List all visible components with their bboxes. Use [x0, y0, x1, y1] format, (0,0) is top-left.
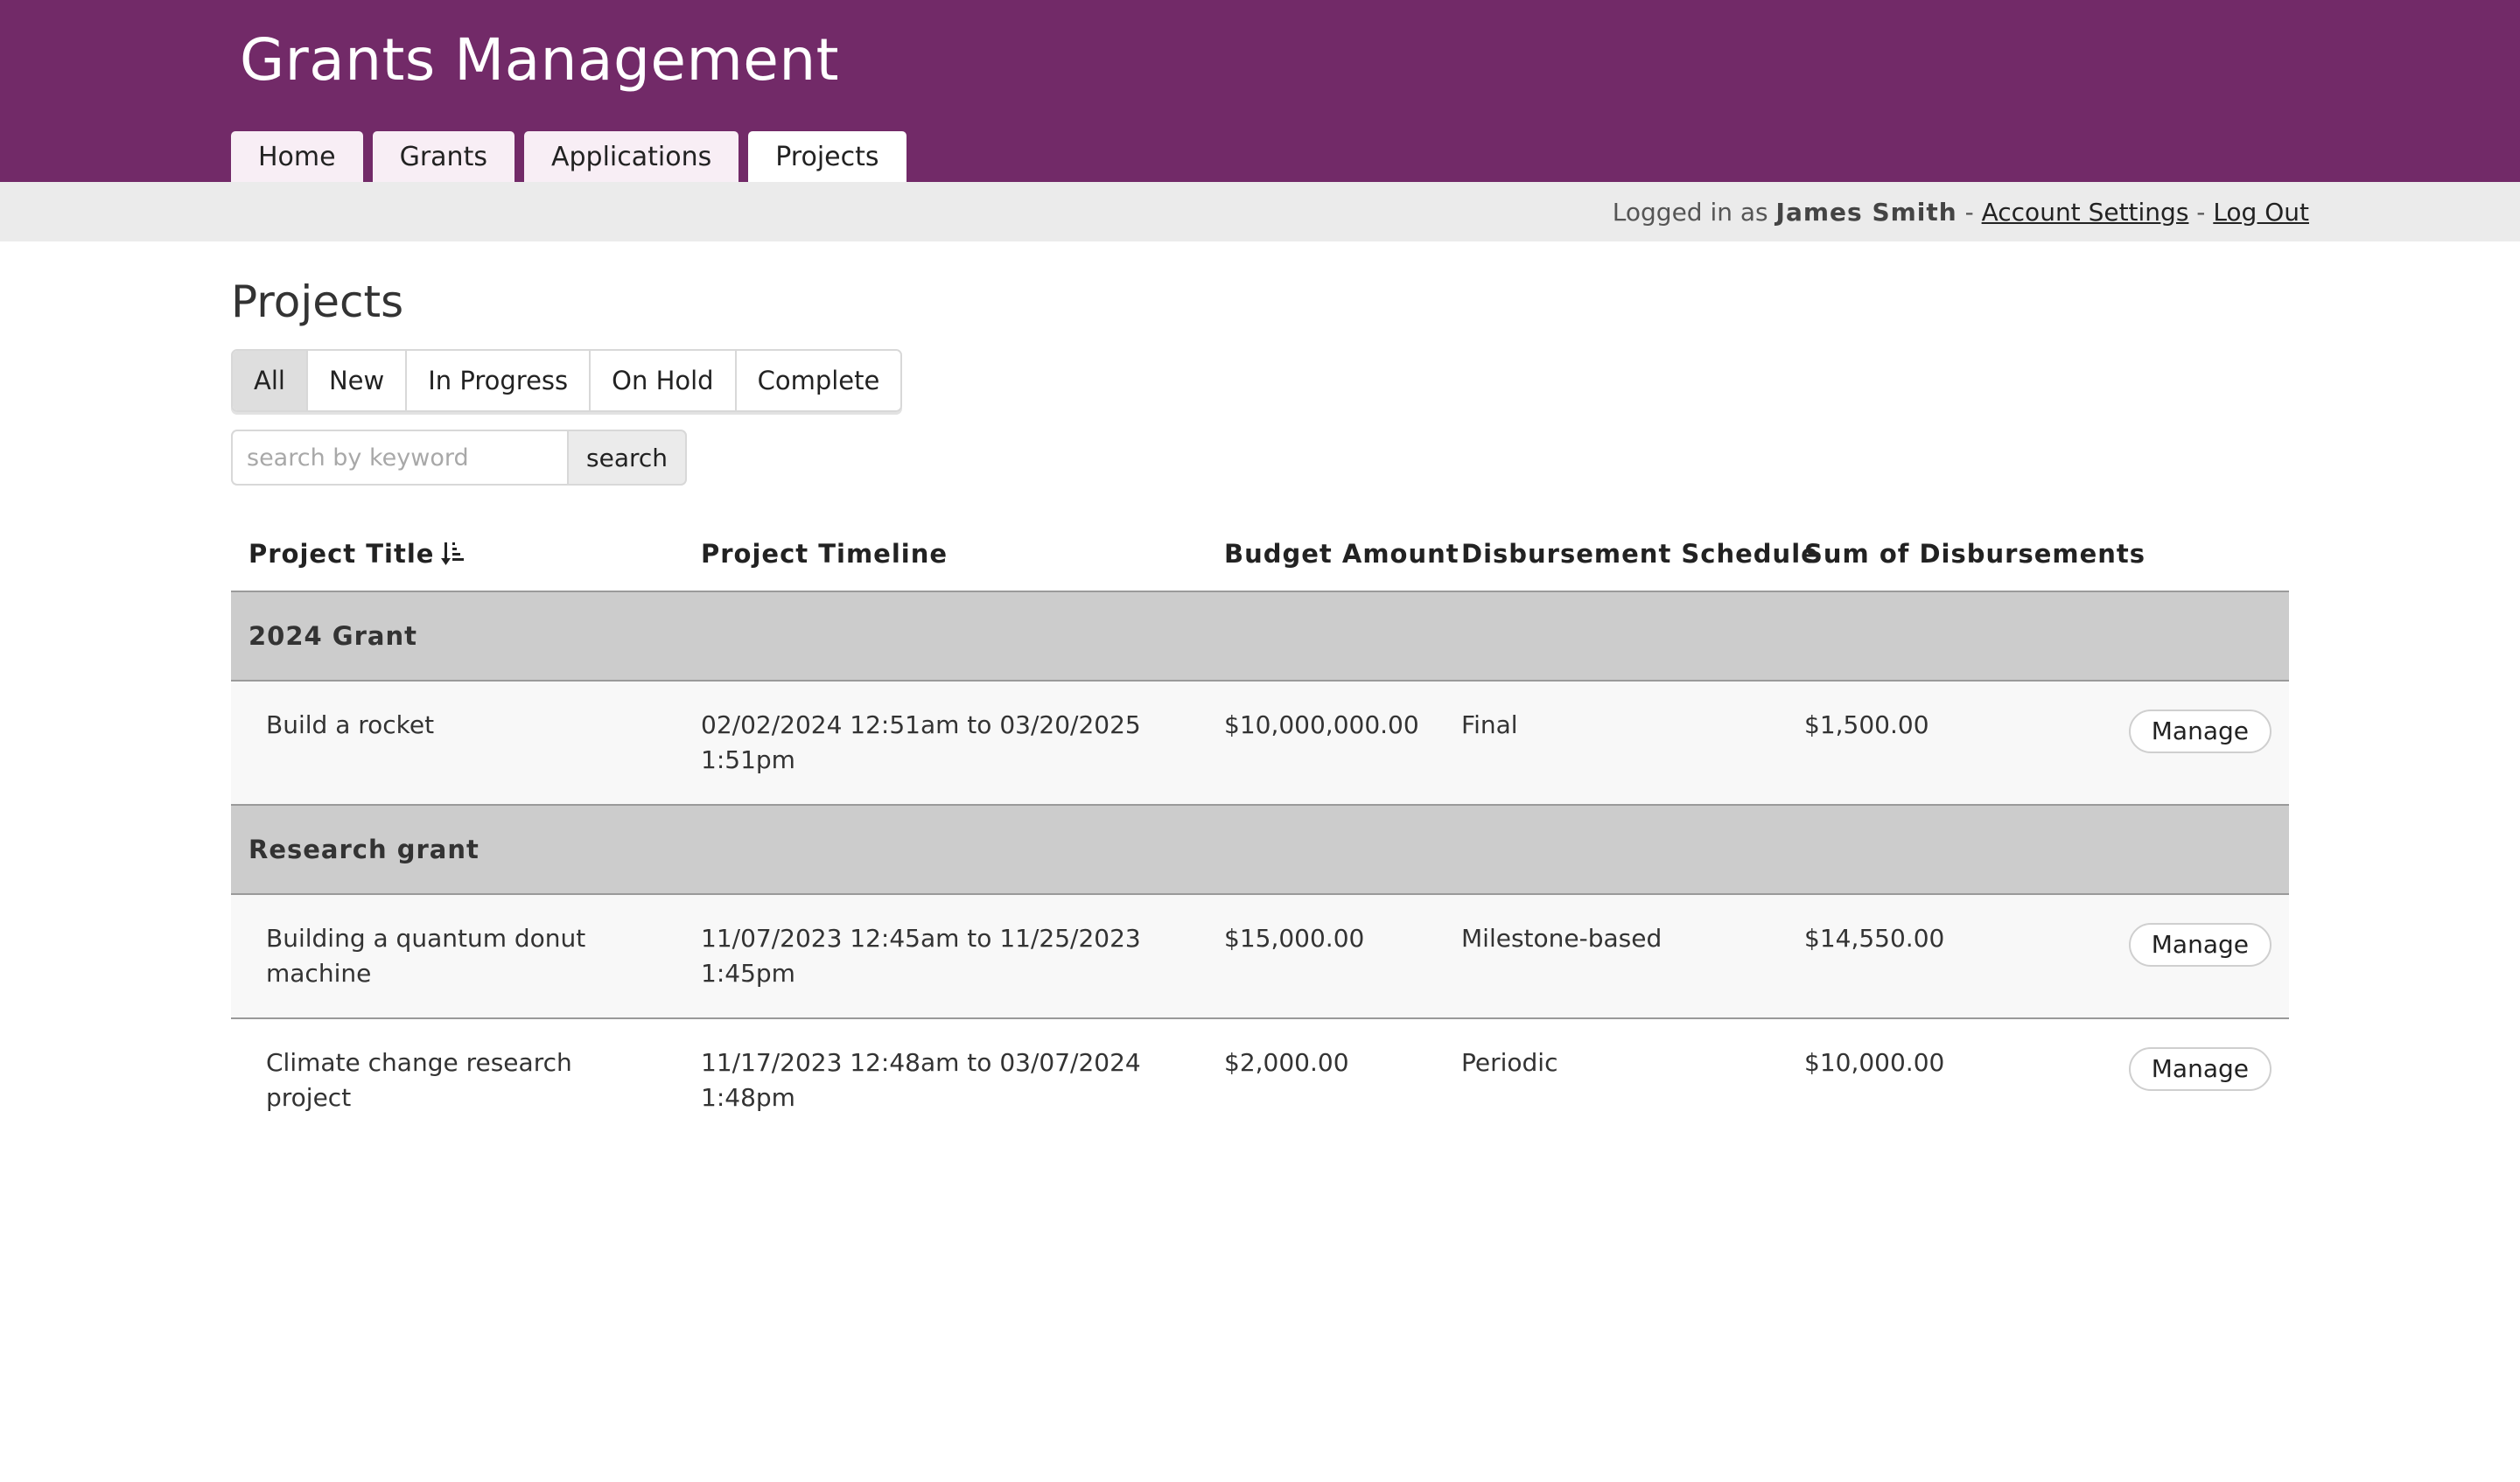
logout-link[interactable]: Log Out: [2213, 197, 2309, 227]
disbursement-schedule-cell: Periodic: [1461, 1048, 1558, 1077]
nav-tab-projects[interactable]: Projects: [748, 131, 906, 182]
budget-amount-cell: $10,000,000.00: [1224, 710, 1419, 739]
budget-amount-cell: $2,000.00: [1224, 1048, 1349, 1077]
sum-disbursements-cell: $10,000.00: [1804, 1048, 1945, 1077]
sum-disbursements-cell: $1,500.00: [1804, 710, 1929, 739]
column-header-project-timeline[interactable]: Project Timeline: [701, 538, 948, 569]
page-title: Projects: [231, 276, 404, 327]
table-row: Climate change research project 11/17/20…: [231, 1019, 2289, 1143]
site-header: Grants Management Home Grants Applicatio…: [0, 0, 2520, 182]
column-header-budget-amount[interactable]: Budget Amount: [1224, 538, 1460, 569]
column-header-label: Project Title: [248, 538, 435, 569]
budget-amount-cell: $15,000.00: [1224, 924, 1365, 953]
group-row: Research grant: [231, 806, 2289, 895]
separator: -: [1956, 197, 1982, 227]
disbursement-schedule-cell: Final: [1461, 710, 1518, 739]
main-nav: Home Grants Applications Projects: [231, 131, 906, 182]
column-header-project-title[interactable]: Project Title: [248, 514, 466, 592]
manage-button[interactable]: Manage: [2128, 1047, 2272, 1091]
disbursement-schedule-cell: Milestone-based: [1461, 924, 1662, 953]
filter-complete-button[interactable]: Complete: [736, 351, 901, 410]
user-name: James Smith: [1775, 197, 1957, 227]
nav-tab-home[interactable]: Home: [231, 131, 363, 182]
logged-in-label: Logged in as: [1612, 197, 1776, 227]
column-header-disbursement-schedule[interactable]: Disbursement Schedule: [1461, 538, 1819, 569]
user-bar: Logged in as James Smith - Account Setti…: [0, 182, 2520, 241]
status-filter-group: All New In Progress On Hold Complete: [231, 349, 903, 412]
project-title-cell: Build a rocket: [266, 710, 435, 739]
sum-disbursements-cell: $14,550.00: [1804, 924, 1945, 953]
site-title: Grants Management: [240, 26, 840, 94]
user-info: Logged in as James Smith - Account Setti…: [1613, 182, 2309, 241]
search-input[interactable]: [231, 430, 567, 486]
nav-tab-applications[interactable]: Applications: [523, 131, 739, 182]
search-button[interactable]: search: [567, 430, 688, 486]
project-timeline-cell: 11/07/2023 12:45am to 11/25/2023 1:45pm: [701, 924, 1141, 988]
sort-ascending-icon: [441, 542, 465, 565]
table-header: Project Title Project Timeline Budget Am…: [231, 514, 2289, 592]
search-bar: search: [231, 430, 688, 486]
group-label: 2024 Grant: [248, 621, 417, 651]
table-row: Building a quantum donut machine 11/07/2…: [231, 895, 2289, 1019]
project-title-cell: Building a quantum donut machine: [266, 924, 586, 988]
manage-button[interactable]: Manage: [2128, 923, 2272, 967]
group-row: 2024 Grant: [231, 592, 2289, 682]
account-settings-link[interactable]: Account Settings: [1981, 197, 2189, 227]
table-row: Build a rocket 02/02/2024 12:51am to 03/…: [231, 682, 2289, 806]
group-label: Research grant: [248, 835, 480, 864]
column-header-sum-of-disbursements[interactable]: Sum of Disbursements: [1804, 538, 2146, 569]
separator: -: [2188, 197, 2214, 227]
filter-in-progress-button[interactable]: In Progress: [407, 351, 592, 410]
projects-table: Project Title Project Timeline Budget Am…: [231, 514, 2289, 1143]
nav-tab-grants[interactable]: Grants: [372, 131, 514, 182]
project-timeline-cell: 02/02/2024 12:51am to 03/20/2025 1:51pm: [701, 710, 1141, 774]
project-title-cell: Climate change research project: [266, 1048, 572, 1112]
project-timeline-cell: 11/17/2023 12:48am to 03/07/2024 1:48pm: [701, 1048, 1141, 1112]
filter-on-hold-button[interactable]: On Hold: [591, 351, 737, 410]
filter-all-button[interactable]: All: [233, 351, 308, 410]
filter-new-button[interactable]: New: [307, 351, 408, 410]
manage-button[interactable]: Manage: [2128, 710, 2272, 753]
